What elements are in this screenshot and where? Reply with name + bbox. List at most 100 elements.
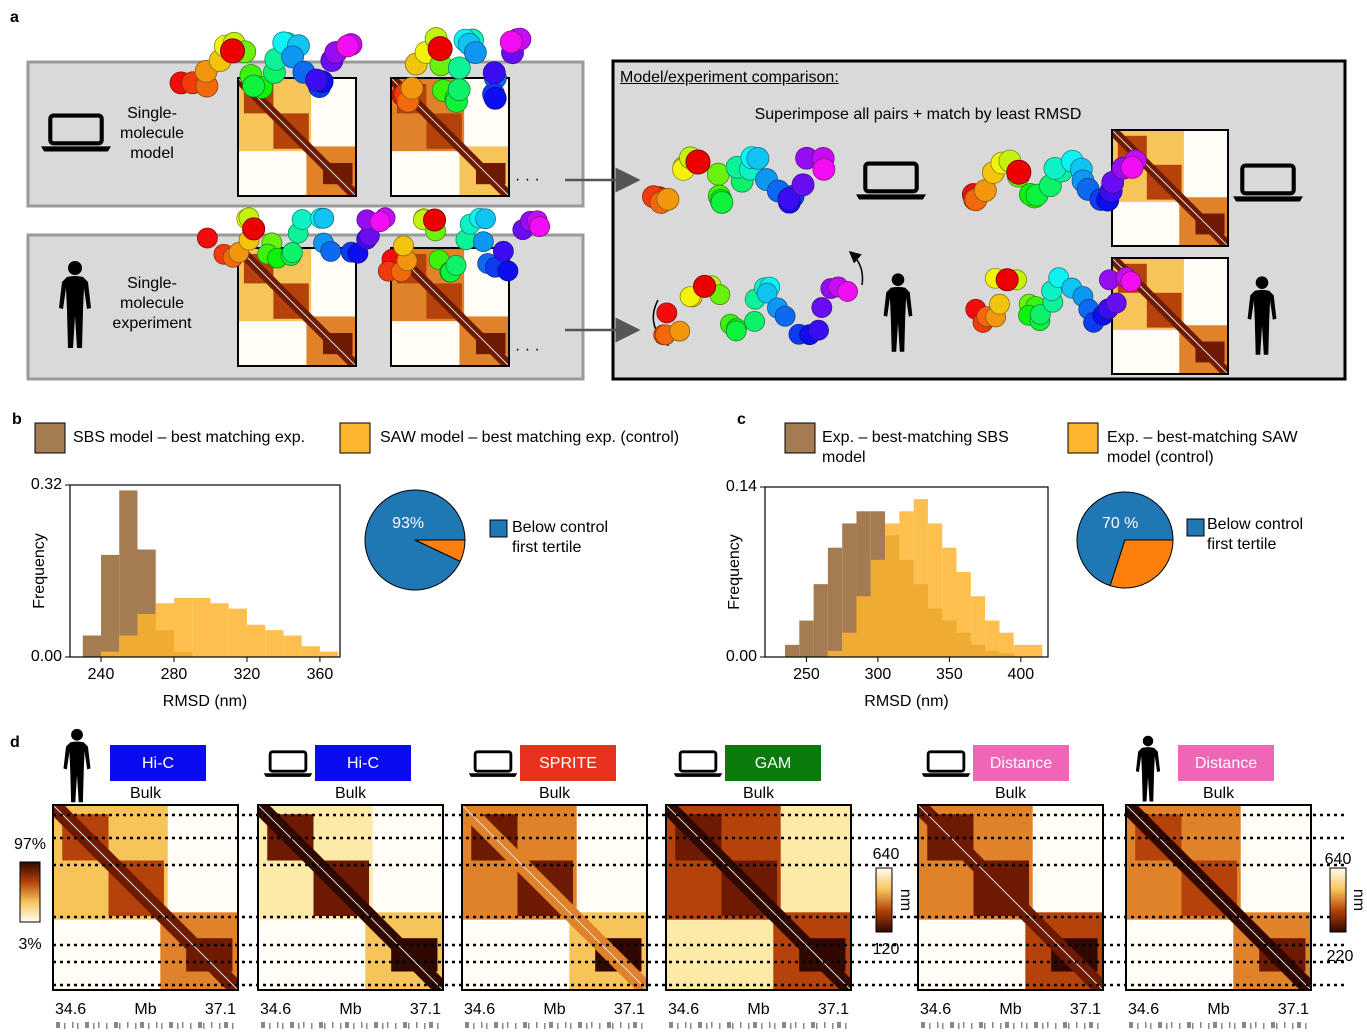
gene-track (290, 1022, 294, 1028)
bead (464, 42, 486, 64)
histogram-bar (856, 596, 870, 657)
gene-track (984, 1023, 986, 1029)
x-end: 37.1 (614, 1001, 645, 1018)
bead (813, 158, 835, 180)
x-axis-label: RMSD (nm) (163, 693, 247, 710)
gene-track (612, 1023, 614, 1029)
colorbar-min: 120 (873, 941, 900, 958)
gene-track (494, 1022, 498, 1028)
gene-track (473, 1023, 475, 1029)
x-end: 37.1 (818, 1001, 849, 1018)
bead (747, 147, 769, 169)
bead (711, 191, 733, 213)
histogram-bar (814, 584, 828, 657)
gene-track (366, 1023, 368, 1029)
gene-track (1026, 1023, 1028, 1029)
bead (305, 69, 327, 91)
map-title: Bulk (743, 785, 775, 802)
gene-track (224, 1022, 228, 1028)
gene-track (1171, 1022, 1173, 1028)
gene-track (127, 1022, 129, 1028)
gene-track (748, 1023, 750, 1029)
bead (1121, 156, 1143, 178)
gene-track (486, 1023, 488, 1029)
bead (657, 303, 677, 323)
bead (996, 269, 1018, 291)
gene-track (353, 1023, 355, 1029)
bead (282, 243, 302, 263)
bead (1106, 293, 1126, 313)
histogram-bar (828, 548, 842, 657)
histogram-bar (174, 598, 192, 657)
gene-track (942, 1023, 944, 1029)
gene-track (1005, 1022, 1009, 1028)
gene-track (156, 1022, 158, 1028)
x-axis-label: RMSD (nm) (864, 693, 948, 710)
gene-track (345, 1022, 349, 1028)
gene-track (1250, 1023, 1252, 1029)
y-axis-label: Frequency (726, 534, 743, 610)
gene-track (465, 1022, 469, 1028)
panel-label: d (10, 733, 20, 753)
legend-label: SBS model – best matching exp. (73, 428, 333, 448)
x-tick-label: 400 (1007, 666, 1034, 683)
bead (401, 77, 423, 99)
histogram-bar (83, 636, 101, 658)
gene-track (1068, 1023, 1070, 1029)
gene-track (549, 1022, 553, 1028)
gene-track (1255, 1022, 1257, 1028)
x-start: 34.6 (1128, 1001, 1159, 1018)
gene-track (1284, 1022, 1286, 1028)
colorbar-min: 3% (18, 936, 41, 953)
gene-track (1200, 1022, 1202, 1028)
gene-track (298, 1023, 300, 1029)
histogram-bar (1028, 645, 1042, 657)
gene-track (135, 1023, 137, 1029)
method-label: Hi-C (142, 755, 174, 772)
laptop-icon (674, 752, 723, 777)
gene-track (929, 1023, 931, 1029)
colorbar-max: 640 (1325, 851, 1352, 868)
gene-track (1042, 1023, 1044, 1029)
bead (792, 174, 814, 196)
x-end: 37.1 (1278, 1001, 1309, 1018)
gene-track (232, 1023, 234, 1029)
histogram-bar (942, 548, 956, 657)
gene-track (1192, 1023, 1194, 1029)
bead (221, 39, 245, 63)
gene-track (607, 1022, 611, 1028)
x-unit: Mb (747, 1001, 769, 1018)
gene-track (761, 1023, 763, 1029)
gene-track (845, 1023, 847, 1029)
histogram-bar (985, 621, 999, 657)
gene-track (536, 1022, 538, 1028)
gene-track (557, 1023, 559, 1029)
colorbar-max: 97% (14, 836, 46, 853)
bead (990, 294, 1010, 314)
y-axis-label: Frequency (31, 533, 48, 609)
gene-track (387, 1022, 389, 1028)
gene-track (958, 1023, 960, 1029)
colorbar-unit: nm (1350, 889, 1367, 911)
gene-track (140, 1022, 144, 1028)
gene-track (148, 1023, 150, 1029)
gene-track (282, 1023, 284, 1029)
gene-track (515, 1023, 517, 1029)
gene-track (361, 1022, 363, 1028)
gene-track (628, 1023, 630, 1029)
gene-track (1013, 1023, 1015, 1029)
histogram-bar (138, 614, 156, 657)
bead (337, 35, 359, 57)
gene-track (219, 1023, 221, 1029)
gene-track (98, 1022, 100, 1028)
gene-track (106, 1023, 108, 1029)
gene-track (711, 1022, 713, 1028)
gene-track (921, 1022, 925, 1028)
bead (775, 306, 795, 326)
bead (484, 87, 506, 109)
gene-track (395, 1023, 397, 1029)
gene-track (93, 1023, 95, 1029)
gene-track (182, 1022, 184, 1028)
method-label: GAM (755, 755, 791, 772)
gene-track (1089, 1022, 1093, 1028)
